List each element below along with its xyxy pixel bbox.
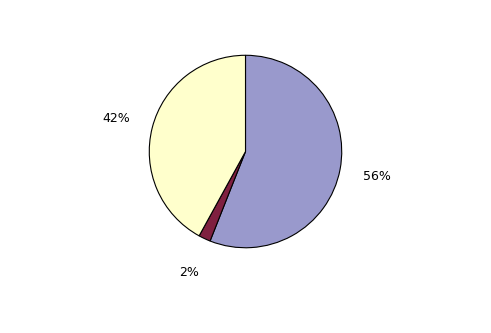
Wedge shape (149, 55, 246, 236)
Wedge shape (199, 152, 246, 241)
Text: 42%: 42% (102, 112, 130, 125)
Text: 2%: 2% (179, 266, 198, 279)
Wedge shape (210, 55, 342, 248)
Text: 56%: 56% (363, 170, 391, 183)
